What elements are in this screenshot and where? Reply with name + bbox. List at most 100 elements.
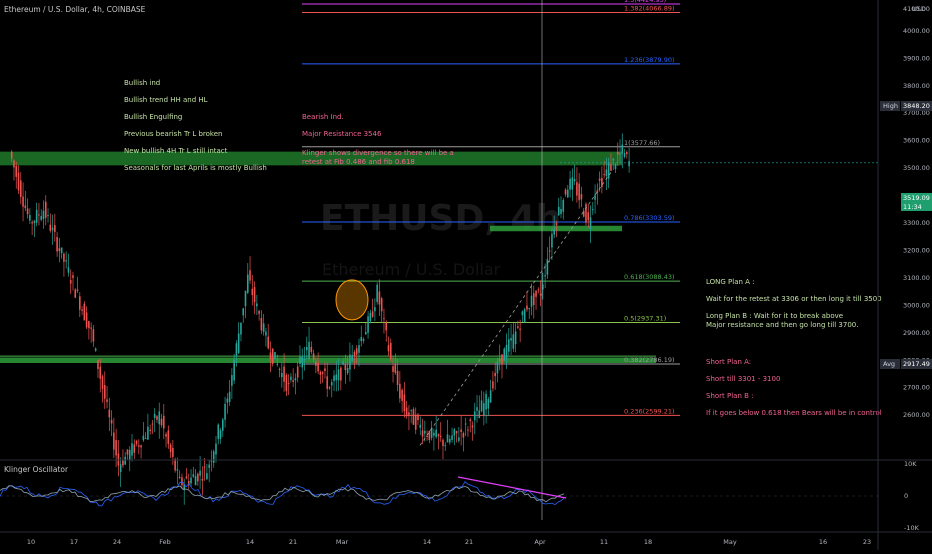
- candle-body: [292, 380, 294, 382]
- candle-body: [573, 179, 576, 182]
- candle-body: [26, 208, 29, 215]
- badge-value-bg: [901, 101, 932, 111]
- candle-body: [349, 354, 351, 370]
- candle-body: [38, 214, 40, 216]
- fib-label-0.5: 0.5(2937.31): [624, 315, 666, 323]
- candle-body: [215, 443, 217, 455]
- candle-body: [371, 311, 374, 317]
- axis-price-tick: 3500.00: [903, 164, 930, 172]
- candle-body: [405, 407, 408, 417]
- candle-body: [526, 305, 528, 310]
- candle-body: [616, 151, 619, 155]
- candle-body: [376, 284, 378, 302]
- candle-body: [167, 430, 170, 444]
- candle-body: [544, 275, 546, 277]
- time-axis-label: 21: [289, 538, 297, 546]
- candle-body: [244, 290, 247, 307]
- candle-body: [222, 419, 224, 431]
- candle-body: [88, 320, 90, 329]
- axis-price-tick: 4100.00: [903, 5, 930, 13]
- candle-body: [231, 375, 233, 386]
- candle-body: [79, 296, 81, 310]
- candle-body: [355, 348, 358, 355]
- candle-body: [412, 409, 415, 425]
- divergence-line: [457, 476, 567, 499]
- candle-body: [480, 400, 483, 412]
- overlay-layer: [335, 0, 878, 520]
- candle-body: [44, 201, 47, 218]
- candle-body: [185, 476, 188, 479]
- candle-body: [287, 383, 290, 385]
- candle-body: [539, 293, 542, 296]
- notes-layer: Bullish ind Bullish trend HH and HL Bullis…: [124, 79, 882, 417]
- axis-currency: USD: [912, 5, 926, 13]
- candle-body: [496, 361, 499, 374]
- note-bullish-0: Bullish ind: [124, 79, 160, 87]
- candle-body: [430, 427, 433, 438]
- candle-body: [13, 160, 15, 168]
- candle-body: [253, 287, 256, 303]
- candle-body: [301, 356, 304, 368]
- candle-body: [315, 361, 317, 366]
- candle-body: [217, 424, 220, 440]
- candle-body: [580, 194, 583, 200]
- candle-body: [508, 339, 510, 352]
- zone-major-resistance: [0, 151, 622, 166]
- candle-body: [197, 473, 199, 482]
- badge-value-bg: [901, 193, 932, 211]
- short-plan-a: Short till 3301 - 3100: [706, 375, 780, 383]
- candle-body: [63, 253, 65, 262]
- candle-body: [240, 322, 242, 335]
- candle-body: [122, 459, 124, 466]
- note-bullish-1: Bullish trend HH and HL: [124, 96, 208, 104]
- candle-body: [235, 343, 238, 356]
- candle-body: [589, 217, 592, 230]
- fib-label-1.236: 1.236(3879.90): [624, 56, 675, 64]
- zone-lower-support: [0, 357, 656, 363]
- candle-body: [476, 407, 478, 411]
- candle-body: [612, 158, 615, 161]
- candle-body: [458, 437, 460, 441]
- candle-body: [140, 445, 142, 448]
- candle-body: [553, 229, 555, 235]
- zone-layer: [0, 151, 656, 363]
- candle-body: [628, 161, 630, 167]
- candle-body: [142, 435, 145, 441]
- zone-retest-support: [490, 225, 622, 232]
- candle-body: [276, 363, 279, 365]
- candle-body: [124, 456, 126, 465]
- klinger-line: [0, 481, 565, 507]
- candle-body: [324, 368, 326, 372]
- candle-body: [551, 233, 553, 248]
- candle-body: [226, 398, 229, 403]
- candle-body: [162, 415, 165, 429]
- long-plan-a: Wait for the retest at 3306 or then long…: [706, 295, 882, 303]
- candle-body: [262, 323, 265, 332]
- time-axis-label: 16: [819, 538, 827, 546]
- candle-body: [394, 364, 397, 373]
- candle-body: [464, 423, 467, 425]
- candle-body: [346, 368, 349, 373]
- candle-body: [285, 375, 288, 392]
- time-axis-label: 18: [644, 538, 652, 546]
- axis-price-tick: 2600.00: [903, 411, 930, 419]
- candle-body: [131, 443, 133, 456]
- candle-body: [190, 477, 192, 484]
- candle-body: [408, 412, 410, 417]
- fib-label-1: 1(3577.66): [624, 139, 660, 147]
- candle-body: [344, 364, 347, 370]
- candle-body: [128, 449, 131, 461]
- time-axis-label: 14: [246, 538, 254, 546]
- candle-body: [365, 331, 367, 335]
- candle-body: [115, 440, 117, 456]
- candle-body: [437, 434, 440, 437]
- candle-body: [358, 345, 360, 353]
- candle-body: [260, 317, 263, 331]
- candle-body: [47, 215, 49, 217]
- candle-body: [424, 430, 426, 434]
- watermark-ticker: ETHUSD, 4h: [320, 198, 561, 239]
- osc-axis-tick: 10K: [904, 460, 917, 468]
